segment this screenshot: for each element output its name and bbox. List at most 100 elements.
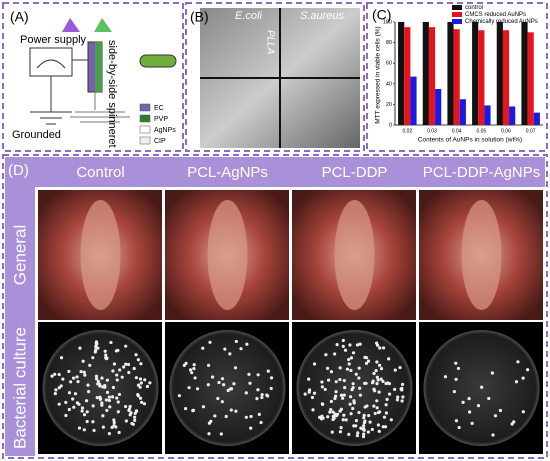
colony (148, 381, 152, 385)
colony (95, 342, 99, 346)
colony (187, 386, 191, 390)
y-tick-label: 0 (389, 122, 392, 128)
colony (112, 418, 116, 422)
colony (328, 410, 332, 414)
colony (375, 382, 379, 386)
colony (323, 387, 327, 392)
colony (201, 346, 205, 350)
colony (378, 346, 382, 350)
flask (62, 18, 80, 32)
colony (348, 402, 352, 406)
row-label: PLLA/SGO-Ag (187, 80, 198, 145)
colony (249, 426, 253, 430)
colony (82, 428, 86, 432)
colony (368, 420, 372, 424)
legend-swatch (452, 5, 462, 10)
legend-label: PVP (154, 116, 168, 123)
bar (398, 22, 405, 125)
x-tick-label: 0.05 (476, 128, 486, 134)
colony (470, 421, 474, 425)
colony (303, 392, 307, 396)
colony (398, 365, 402, 370)
colony (351, 406, 355, 411)
colony (395, 398, 400, 402)
colony (206, 383, 210, 387)
colony (67, 407, 71, 412)
legend-label: Chemically reduced AuNPs (465, 19, 538, 25)
colony (307, 388, 312, 392)
colony (461, 400, 465, 404)
colony (345, 367, 350, 371)
colony (364, 361, 369, 365)
colony (116, 400, 120, 404)
colony (269, 386, 273, 391)
colony (378, 410, 382, 414)
colony (372, 404, 376, 408)
colony (331, 417, 335, 422)
bar (404, 27, 411, 125)
colony (134, 376, 138, 380)
fiber-icon (139, 54, 177, 68)
colony (393, 368, 397, 372)
colony (363, 419, 367, 423)
colony (371, 379, 375, 383)
colony (139, 381, 143, 385)
colony (107, 432, 111, 436)
column-label: Control (76, 164, 124, 181)
colony (124, 344, 128, 348)
colony (521, 410, 525, 414)
y-axis-title: MTT expressed in viable cells (%) (375, 26, 382, 123)
colony (375, 375, 379, 379)
gauge (36, 59, 66, 69)
colony (343, 386, 347, 390)
colony (116, 410, 120, 414)
colony (358, 342, 362, 346)
legend-swatch (139, 103, 151, 112)
bar (447, 22, 454, 125)
colony (133, 415, 137, 419)
colony (101, 385, 105, 389)
colony (248, 381, 252, 385)
colony (338, 409, 342, 413)
colony (57, 402, 61, 406)
colony (375, 406, 379, 410)
colony (342, 379, 346, 383)
colony (208, 340, 212, 344)
colony (239, 347, 243, 351)
colony (224, 414, 228, 419)
colony (514, 380, 519, 384)
colony (234, 339, 238, 344)
colony (59, 356, 64, 360)
colony (351, 382, 355, 386)
y-tick-label: 40 (386, 81, 392, 87)
colony (307, 377, 311, 381)
colony (53, 372, 57, 376)
colony (383, 425, 388, 429)
trachea (334, 200, 375, 310)
colony (366, 430, 370, 434)
colony (320, 385, 324, 389)
colony (384, 381, 388, 386)
colony (521, 376, 525, 380)
colony (57, 372, 61, 377)
column-label: PCL-AgNPs (187, 164, 268, 181)
colony (123, 404, 128, 409)
colony (338, 366, 342, 370)
colony (91, 404, 95, 408)
colony (362, 416, 366, 420)
colony (339, 393, 344, 397)
x-tick-label: 0.02 (402, 128, 412, 134)
colony (516, 360, 520, 364)
colony (138, 396, 143, 400)
ground-label: Grounded (12, 129, 61, 141)
colony (341, 338, 345, 343)
colony (401, 395, 405, 399)
colony (491, 433, 495, 437)
colony (247, 372, 251, 376)
colony (86, 390, 91, 394)
colony (101, 425, 105, 429)
colony (108, 405, 112, 409)
colony (50, 374, 54, 378)
header-band (5, 157, 545, 187)
